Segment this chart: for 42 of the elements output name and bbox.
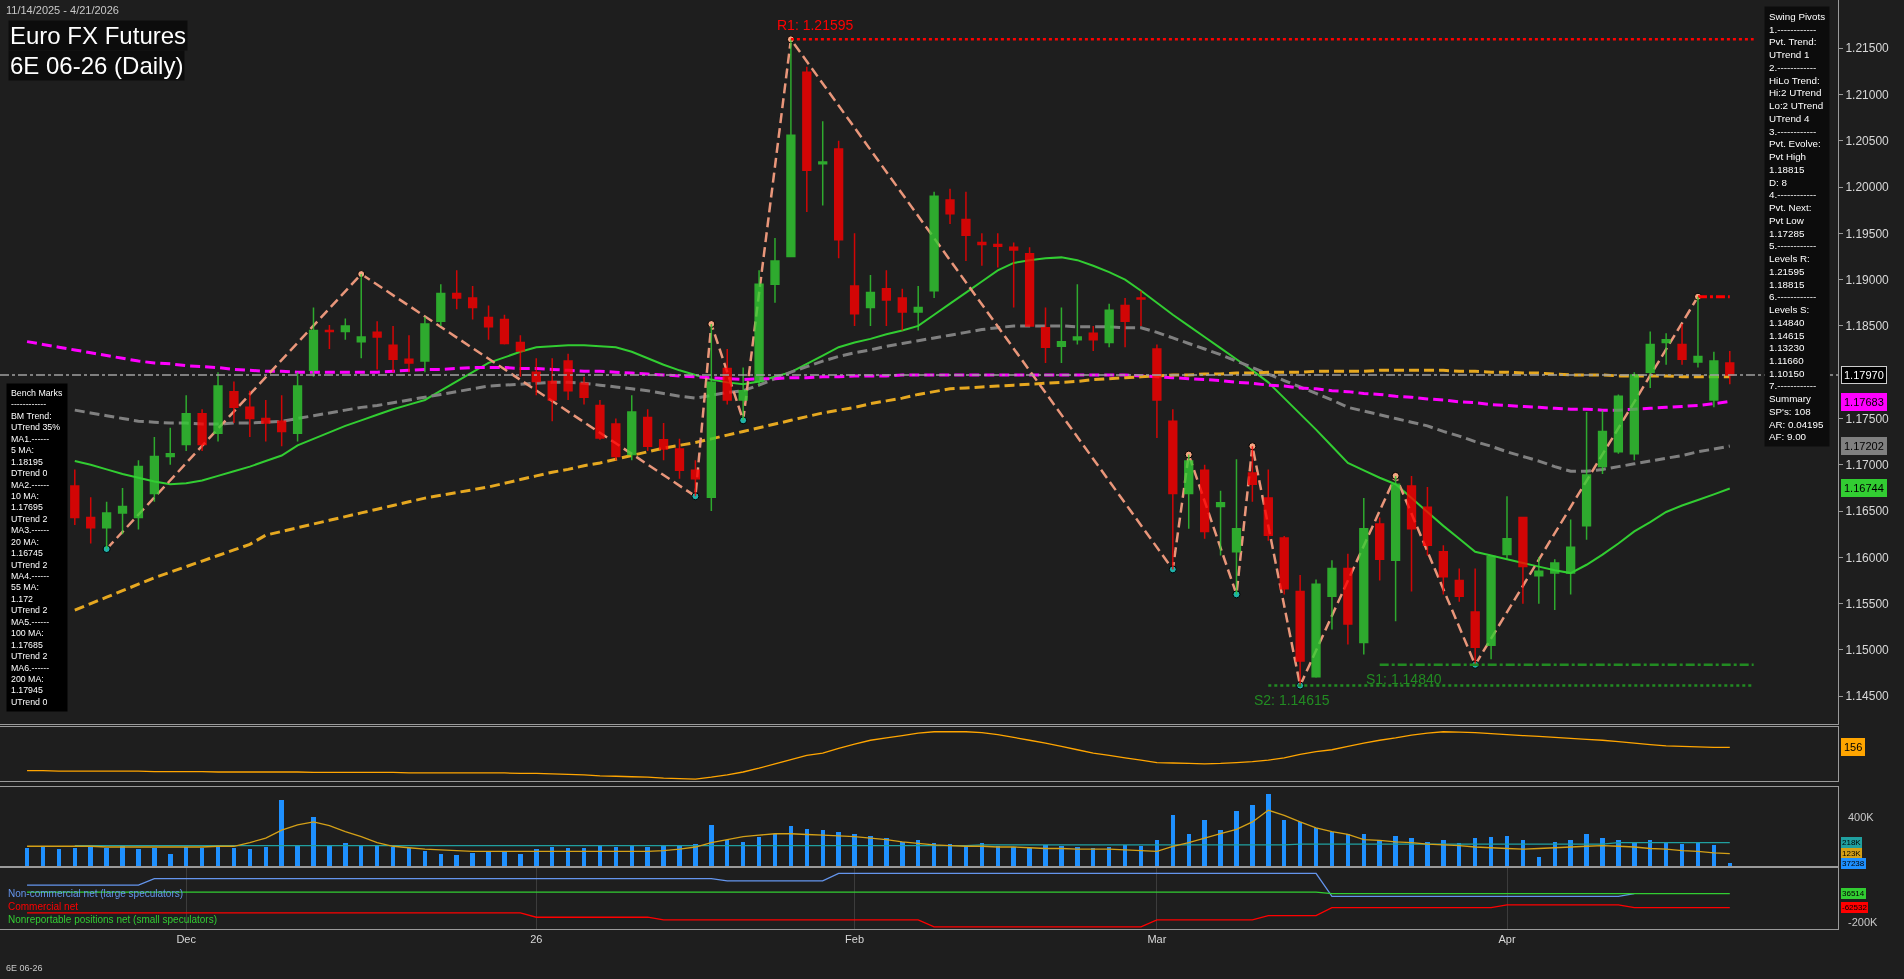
y-tick-label: 1.17500 xyxy=(1845,411,1890,426)
text: 6E 06-26 (Daily) xyxy=(10,52,184,79)
text: 123K xyxy=(1842,849,1862,858)
y-tick-label: 1.16500 xyxy=(1845,504,1890,519)
x-tick-label: 26 xyxy=(530,933,543,946)
text: Nonreportable positions net (small speculators) xyxy=(8,914,217,925)
text: Bench Marks ------------ BM Trend: UTrend 35% MA1.------ 5 MA: 1.18195 DTrend 0 MA2.------ 10 MA: 1.17695 UTrend 2 MA3.------ 20 MA: 1.16745 UTrend 2 MA4.------ 55 MA: 1.172 UTrend 2 MA5.------ 100 MA: 1.17685 UTrend 2 MA6.------ 200 MA: 1.17945 UTrend 0 xyxy=(11,388,63,707)
text: Swing Pivots 1.------------ Pvt. Trend: UTrend 1 2.------------ HiLo Trend: Hi:2 UTrend Lo:2 UTrend UTrend 4 3.------------ Pvt. Evolve: Pvt High 1.18815 D: 8 4.------------ Pvt. Next: Pvt Low 1.17285 5.------------ Levels R: 1.21595 1.18815 6.------------ Levels S: 1.14840 1.14615 1.13230 1.11660 1.10150 7.------------ Summary SP's: 108 AR: 0.04195 AF: 9.00 xyxy=(1769,11,1826,443)
y-tick-label: 1.21500 xyxy=(1845,41,1890,56)
y-tick-label: 1.15500 xyxy=(1845,596,1890,611)
text: 1.17202 xyxy=(1844,440,1884,452)
y-tick-label: 1.19500 xyxy=(1845,226,1890,241)
y-tick-label: 1.21000 xyxy=(1845,87,1890,102)
ref-line-label: S1: 1.14840 xyxy=(1366,671,1442,687)
ref-line-label: 1.17970 xyxy=(1844,369,1884,381)
text: -200K xyxy=(1848,916,1879,928)
y-tick-label: 1.16000 xyxy=(1845,550,1890,565)
text: 37238 xyxy=(1842,859,1865,868)
text: 1.16744 xyxy=(1844,482,1884,494)
y-tick-label: 1.19000 xyxy=(1845,272,1890,287)
y-tick-label: 1.18500 xyxy=(1845,319,1890,334)
ref-line-label: S2: 1.14615 xyxy=(1254,692,1330,708)
text: 1.17683 xyxy=(1844,396,1884,408)
x-tick-label: Dec xyxy=(176,933,197,946)
ref-line-label: R1: 1.21595 xyxy=(777,17,854,33)
y-tick-label: 1.14500 xyxy=(1845,689,1890,704)
x-tick-label: Apr xyxy=(1498,933,1516,946)
x-tick-label: Mar xyxy=(1147,933,1167,946)
y-tick-label: 1.15000 xyxy=(1845,643,1890,658)
text: 400K xyxy=(1848,811,1875,823)
text: 36514 xyxy=(1842,889,1865,898)
y-tick-label: 1.17000 xyxy=(1845,457,1890,472)
text: Euro FX Futures xyxy=(10,22,187,49)
annotation: 11/14/2025 - 4/21/2026 xyxy=(6,4,119,16)
text: 6E 06-26 xyxy=(6,963,43,973)
text: -62532 xyxy=(1842,903,1868,912)
series-label: Commercial net xyxy=(8,901,79,912)
text: 156 xyxy=(1844,741,1863,753)
x-tick-label: Feb xyxy=(845,933,865,946)
y-tick-label: 1.20500 xyxy=(1845,133,1890,148)
text: 218K xyxy=(1842,838,1862,847)
y-tick-label: 1.20000 xyxy=(1845,180,1890,195)
